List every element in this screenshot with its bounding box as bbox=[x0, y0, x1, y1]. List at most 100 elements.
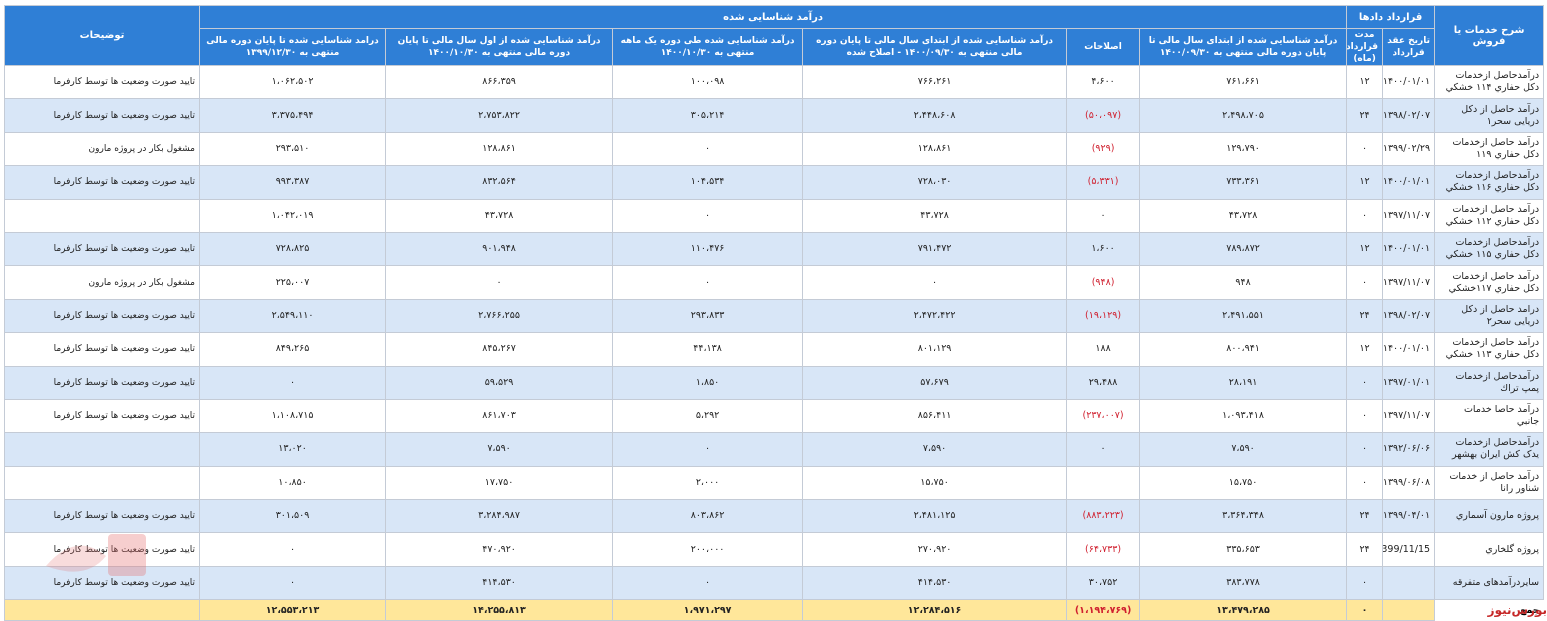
row-notes: تایید صورت وضعیت ها توسط کارفرما bbox=[4, 231, 200, 267]
row-contract-term: ۰ bbox=[1346, 265, 1384, 300]
row-revenue-prior: ۷۳۳،۳۶۱ bbox=[1139, 165, 1348, 200]
row-revenue-prev-year: ۸۴۹،۲۶۵ bbox=[198, 332, 387, 367]
table-row: درآمد حاصل ازخدمات دکل حفاري ۱۱۷خشکي ۱۳۹۷… bbox=[4, 265, 1545, 300]
row-adjustments: (۸۸۳،۲۲۳) bbox=[1066, 499, 1141, 534]
total-month: ۱،۹۷۱،۲۹۷ bbox=[612, 599, 804, 621]
row-description: درآمد حاصل ازخدمات دکل حفاري ۱۱۳ خشکي bbox=[1434, 332, 1545, 367]
row-revenue-ytd: ۸۶۶،۳۵۹ bbox=[385, 64, 614, 100]
row-notes: تایید صورت وضعیت ها توسط کارفرما bbox=[4, 565, 200, 601]
row-revenue-month: ۰ bbox=[612, 198, 804, 233]
row-notes: تایید صورت وضعیت ها توسط کارفرما bbox=[4, 499, 200, 534]
row-revenue-prev-year: ۲،۵۴۹،۱۱۰ bbox=[198, 298, 387, 334]
row-adjustments: (۵۰،۰۹۷) bbox=[1066, 98, 1141, 133]
row-notes: تایید صورت وضعیت ها توسط کارفرما bbox=[4, 532, 200, 567]
row-notes: تایید صورت وضعیت ها توسط کارفرما bbox=[4, 398, 200, 434]
row-description: درآمدحاصل ازخدمات دکل حفاري ۱۱۵ خشکي bbox=[1434, 231, 1545, 267]
total-row: جمع ۰ ۱۳،۴۷۹،۲۸۵ (۱،۱۹۴،۷۶۹) ۱۲،۲۸۴،۵۱۶ … bbox=[4, 599, 1544, 621]
row-notes: تایید صورت وضعیت ها توسط کارفرما bbox=[4, 165, 200, 200]
row-contract-date: 1399/11/15 bbox=[1382, 532, 1436, 567]
row-adjustments: ۳۰،۷۵۲ bbox=[1066, 565, 1141, 601]
row-revenue-prior: ۴۳،۷۲۸ bbox=[1139, 198, 1348, 233]
row-revenue-ytd: ۵۹،۵۲۹ bbox=[385, 365, 614, 400]
row-revenue-adjusted: ۱۲۸،۸۶۱ bbox=[802, 131, 1068, 167]
row-revenue-adjusted: ۷۹۱،۴۷۲ bbox=[802, 231, 1068, 267]
table-row: درآمدحاصل ازخدمات یدک کش ایران بهشهر ۱۳۹۲… bbox=[4, 432, 1545, 467]
row-revenue-adjusted: ۱۵،۷۵۰ bbox=[802, 465, 1068, 501]
row-revenue-ytd: ۴۳،۷۲۸ bbox=[385, 198, 614, 233]
row-adjustments: (۲۳۷،۰۰۷) bbox=[1066, 398, 1141, 434]
revenue-report: شرح خدمات یا فروش قرارداد دادها درآمد شن… bbox=[4, 5, 1545, 621]
row-adjustments: ۰ bbox=[1066, 432, 1141, 467]
row-adjustments: ۱،۶۰۰ bbox=[1066, 231, 1141, 267]
table-row: درامد حاصل از دکل دریایی سحر۲ ۱۳۹۸/۰۲/۰۷ ۲… bbox=[4, 298, 1545, 334]
row-contract-date: ۱۳۹۸/۰۲/۰۷ bbox=[1382, 98, 1436, 133]
row-revenue-prior: ۱،۰۹۳،۴۱۸ bbox=[1139, 398, 1348, 434]
row-contract-date: ۱۳۹۸/۰۲/۰۷ bbox=[1382, 298, 1436, 334]
row-contract-term: ۰ bbox=[1346, 465, 1384, 501]
row-revenue-ytd: ۸۴۵،۲۶۷ bbox=[385, 332, 614, 367]
row-revenue-prior: ۱۵،۷۵۰ bbox=[1139, 465, 1348, 501]
row-revenue-month: ۲،۰۰۰ bbox=[612, 465, 804, 501]
header-description: شرح خدمات یا فروش bbox=[1434, 5, 1545, 66]
row-revenue-ytd: ۸۳۲،۵۶۴ bbox=[385, 165, 614, 200]
row-contract-term: ۱۲ bbox=[1346, 64, 1384, 100]
row-revenue-prior: ۲،۴۹۸،۷۰۵ bbox=[1139, 98, 1348, 133]
header-revenue-month: درآمد شناسایی شده طی دوره یک ماهه منتهی … bbox=[612, 28, 804, 66]
row-notes: مشغول بکار در پروژه مارون bbox=[4, 265, 200, 300]
row-notes: تایید صورت وضعیت ها توسط کارفرما bbox=[4, 298, 200, 334]
row-revenue-ytd: ۲،۷۵۳،۸۲۲ bbox=[385, 98, 614, 133]
row-adjustments: ۴،۶۰۰ bbox=[1066, 64, 1141, 100]
row-description: درامد حاصل از دکل دریایی سحر۲ bbox=[1434, 298, 1545, 334]
row-contract-term: ۰ bbox=[1346, 365, 1384, 400]
table-row: پروژه گلخاري1399/11/15۲۴۳۳۵،۶۵۳(۶۴،۷۳۳)۲… bbox=[4, 532, 1545, 567]
row-revenue-prior: ۳۸۳،۷۷۸ bbox=[1139, 565, 1348, 601]
row-adjustments: (۵،۳۳۱) bbox=[1066, 165, 1141, 200]
row-description: درآمد حاصل ازخدمات دکل حفاري ۱۱۷خشکي bbox=[1434, 265, 1545, 300]
total-adjusted: ۱۲،۲۸۴،۵۱۶ bbox=[802, 599, 1068, 621]
row-revenue-adjusted: ۲،۴۷۲،۴۲۲ bbox=[802, 298, 1068, 334]
row-notes: تایید صورت وضعیت ها توسط کارفرما bbox=[4, 98, 200, 133]
row-revenue-month: ۱،۸۵۰ bbox=[612, 365, 804, 400]
row-revenue-prev-year: ۰ bbox=[198, 365, 387, 400]
row-revenue-ytd: ۳،۲۸۴،۹۸۷ bbox=[385, 499, 614, 534]
row-notes bbox=[4, 198, 200, 233]
header-row-columns: تاریخ عقد قرارداد مدت قرارداد (ماه) درآم… bbox=[5, 28, 1544, 66]
table-row: درآمد حاصل از دکل دریایی سحر۱ ۱۳۹۸/۰۲/۰۷ ۲… bbox=[4, 98, 1545, 133]
row-description: سایردرآمدهای متفرقه bbox=[1434, 565, 1545, 601]
header-revenue-prev-year: درامد شناسایی شده تا پایان دوره مالی منت… bbox=[198, 28, 387, 66]
row-revenue-ytd: ۲،۷۶۶،۲۵۵ bbox=[385, 298, 614, 334]
row-revenue-adjusted: ۷۶۶،۲۶۱ bbox=[802, 64, 1068, 100]
row-revenue-month: ۰ bbox=[612, 432, 804, 467]
row-revenue-adjusted: ۰ bbox=[802, 265, 1068, 300]
row-revenue-month: ۱۰۴،۵۳۴ bbox=[612, 165, 804, 200]
row-revenue-month: ۰ bbox=[612, 265, 804, 300]
row-notes bbox=[4, 432, 200, 467]
row-contract-date: ۱۳۹۹/۰۴/۰۱ bbox=[1382, 499, 1436, 534]
row-contract-term: ۰ bbox=[1346, 398, 1384, 434]
row-contract-term: ۱۲ bbox=[1346, 165, 1384, 200]
row-description: پروژه مارون آسماري bbox=[1434, 499, 1545, 534]
watermark-swoosh bbox=[46, 545, 106, 572]
row-notes: تایید صورت وضعیت ها توسط کارفرما bbox=[4, 64, 200, 100]
header-contract-term: مدت قرارداد (ماه) bbox=[1346, 28, 1384, 66]
row-revenue-prev-year: ۰ bbox=[198, 532, 387, 567]
row-revenue-month: ۱۰۰،۰۹۸ bbox=[612, 64, 804, 100]
row-revenue-month: ۴۴،۱۳۸ bbox=[612, 332, 804, 367]
row-revenue-prev-year: ۳۰۱،۵۰۹ bbox=[198, 499, 387, 534]
table-row: درآمدحاصل ازخدمات دکل حفاري ۱۱۶ خشکي ۱۴۰۰… bbox=[4, 165, 1545, 200]
revenue-table: شرح خدمات یا فروش قرارداد دادها درآمد شن… bbox=[4, 5, 1545, 621]
row-revenue-ytd: ۸۶۱،۷۰۳ bbox=[385, 398, 614, 434]
table-row: سایردرآمدهای متفرقه ۰ ۳۸۳،۷۷۸ ۳۰،۷۵۲ ۴۱۴،۵۳۰… bbox=[4, 565, 1545, 601]
header-contracts: قرارداد دادها bbox=[1346, 5, 1436, 29]
table-body: درآمدحاصل ازخدمات دکل حفاري ۱۱۴ خشکي ۱۴۰۰… bbox=[4, 64, 1545, 601]
row-revenue-prior: ۷۸۹،۸۷۲ bbox=[1139, 231, 1348, 267]
table-row: درآمد حاصل از خدمات شناور رانا ۱۳۹۹/۰۶/۰۸… bbox=[4, 465, 1545, 501]
row-revenue-month: ۳۰۵،۲۱۴ bbox=[612, 98, 804, 133]
row-revenue-adjusted: ۸۵۶،۴۱۱ bbox=[802, 398, 1068, 434]
header-adjustments: اصلاحات bbox=[1066, 28, 1141, 66]
row-adjustments bbox=[1066, 465, 1141, 501]
row-notes: تایید صورت وضعیت ها توسط کارفرما bbox=[4, 332, 200, 367]
table-row: درآمدحاصل ازخدمات پمپ تراك ۱۳۹۷/۰۱/۰۱ ۰ ۲۸،… bbox=[4, 365, 1545, 400]
total-prior: ۱۳،۴۷۹،۲۸۵ bbox=[1139, 599, 1348, 621]
row-revenue-prev-year: ۲۲۵،۰۰۷ bbox=[198, 265, 387, 300]
